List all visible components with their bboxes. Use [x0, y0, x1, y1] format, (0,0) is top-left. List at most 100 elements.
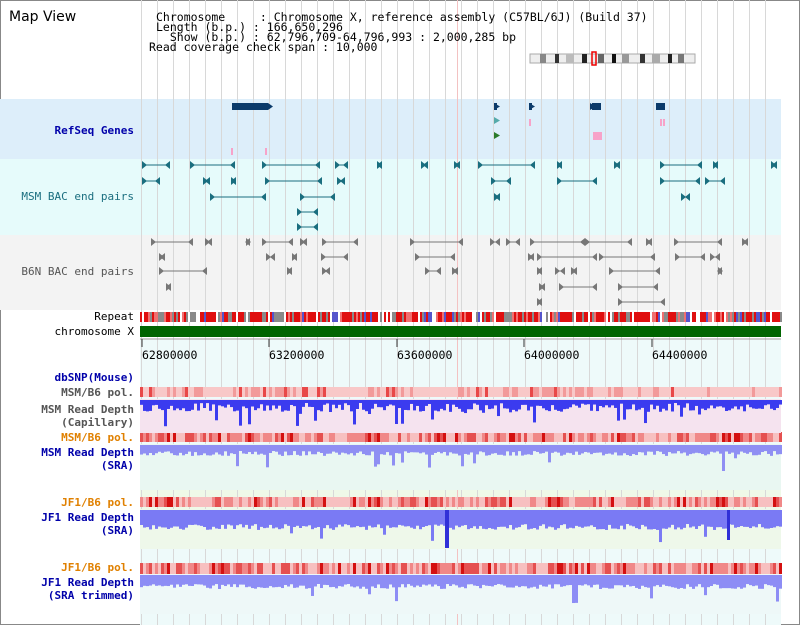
msm-b6-pol-cell — [563, 387, 566, 397]
jf1-b6-pol-cell — [500, 563, 503, 574]
msm-b6-pol-cell — [527, 387, 530, 397]
track-label-msm-depth-capillary[interactable]: MSM Read Depth — [41, 403, 134, 416]
msm-bac-pair-end — [335, 161, 340, 169]
msm-b6-pol-cell — [743, 387, 746, 397]
repeat-segment — [534, 312, 536, 322]
repeat-segment — [728, 312, 730, 322]
jf1-b6-pol-cell — [167, 497, 170, 507]
msm-b6-pol-cell — [713, 432, 716, 442]
jf1-b6-pol-cell — [614, 563, 617, 574]
jf1-depth-sra-bar — [494, 510, 497, 530]
msm-b6-pol-cell — [755, 432, 758, 442]
msm-b6-pol-cell — [605, 387, 608, 397]
track-label-refseq[interactable]: RefSeq Genes — [54, 124, 134, 137]
msm-depth-sra-bar — [230, 445, 233, 454]
repeat-segment — [422, 312, 424, 322]
jf1-b6-pol-cell — [302, 497, 305, 507]
msm-b6-pol-cell — [713, 387, 716, 397]
msm-depth-sra-bar — [665, 445, 668, 456]
jf1-b6-pol-cell — [407, 563, 410, 574]
track-label-dbsnp[interactable]: dbSNP(Mouse) — [54, 371, 134, 384]
repeat-segment — [490, 312, 492, 322]
msm-b6-pol-cell — [647, 387, 650, 397]
jf1-depth-sra-bar — [749, 510, 752, 529]
repeat-segment — [276, 312, 278, 322]
jf1-b6-pol-cell — [719, 497, 722, 507]
msm-depth-sra-bar — [320, 445, 323, 454]
repeat-segment — [240, 312, 242, 322]
jf1-b6-pol-cell — [629, 563, 632, 574]
msm-b6-pol-cell — [170, 387, 173, 397]
msm-depth-capillary-bar — [401, 400, 404, 424]
jf1-depth-trimmed-bar — [365, 575, 368, 589]
jf1-b6-pol-cell — [743, 563, 746, 574]
msm-b6-pol-cell — [530, 432, 533, 442]
track-label-b6n-bac[interactable]: B6N BAC end pairs — [21, 265, 134, 278]
jf1-b6-pol-cell — [491, 563, 494, 574]
jf1-depth-sra-bar — [347, 510, 350, 526]
msm-b6-pol-cell — [440, 432, 443, 442]
jf1-depth-sra-bar — [398, 510, 401, 525]
repeat-segment — [348, 312, 350, 322]
msm-bac-track-band — [0, 159, 781, 235]
jf1-b6-pol-cell — [407, 497, 410, 507]
track-label-jf1-b6-pol-2[interactable]: JF1/B6 pol. — [61, 561, 134, 574]
msm-b6-pol-cell — [704, 387, 707, 397]
msm-depth-capillary-bar — [188, 400, 191, 412]
repeat-segment — [614, 312, 616, 322]
repeat-segment — [414, 312, 416, 322]
jf1-b6-pol-cell — [401, 563, 404, 574]
jf1-b6-pol-cell — [140, 563, 143, 574]
jf1-depth-sra-bar — [356, 510, 359, 527]
msm-b6-pol-cell — [380, 387, 383, 397]
track-label-msm-depth-sra[interactable]: MSM Read Depth — [41, 446, 134, 459]
jf1-depth-trimmed-bar — [317, 575, 320, 585]
repeat-segment — [584, 312, 586, 322]
repeat-segment — [480, 312, 482, 322]
msm-depth-capillary-bar — [278, 400, 281, 406]
msm-depth-capillary-bar — [317, 400, 320, 411]
jf1-depth-sra-bar — [395, 510, 398, 528]
msm-b6-pol-cell — [284, 387, 287, 397]
msm-depth-sra-bar — [695, 445, 698, 453]
b6n-bac-pair-end — [322, 267, 327, 275]
msm-depth-sra-bar — [437, 445, 440, 452]
jf1-depth-sra-bar — [317, 510, 320, 528]
track-label-jf1-depth-trimmed[interactable]: JF1 Read Depth — [41, 576, 134, 589]
jf1-b6-pol-cell — [692, 563, 695, 574]
msm-depth-sra-bar — [146, 445, 149, 456]
msm-depth-capillary-bar — [617, 400, 620, 421]
msm-b6-pol-cell — [608, 432, 611, 442]
msm-depth-capillary-bar — [296, 400, 299, 426]
track-label-msm-b6-pol-2[interactable]: MSM/B6 pol. — [61, 431, 134, 444]
msm-bac-pair-end — [557, 161, 562, 169]
msm-depth-sra-bar — [626, 445, 629, 456]
msm-b6-pol-cell — [518, 387, 521, 397]
jf1-b6-pol-cell — [182, 563, 185, 574]
msm-b6-pol-cell — [329, 432, 332, 442]
jf1-b6-pol-cell — [191, 563, 194, 574]
repeat-segment — [406, 312, 408, 322]
track-label-jf1-b6-pol-1[interactable]: JF1/B6 pol. — [61, 496, 134, 509]
msm-depth-sra-bar — [515, 445, 518, 456]
track-label-repeat[interactable]: Repeat — [94, 310, 134, 323]
ideogram-band — [678, 54, 684, 63]
jf1-b6-pol-cell — [689, 497, 692, 507]
track-label-msm-bac[interactable]: MSM BAC end pairs — [21, 190, 134, 203]
jf1-b6-pol-cell — [410, 563, 413, 574]
msm-depth-capillary-bar — [455, 400, 458, 407]
jf1-b6-pol-cell — [707, 497, 710, 507]
jf1-depth-trimmed-bar — [179, 575, 182, 587]
jf1-b6-pol-cell — [332, 497, 335, 507]
jf1-b6-pol-cell — [479, 563, 482, 574]
track-label-chromosome[interactable]: chromosome X — [54, 325, 134, 338]
jf1-depth-sra-bar — [251, 510, 254, 526]
msm-b6-pol-cell — [371, 387, 374, 397]
track-label-jf1-depth-sra[interactable]: JF1 Read Depth — [41, 511, 134, 524]
jf1-b6-pol-cell — [308, 497, 311, 507]
jf1-b6-pol-cell — [236, 563, 239, 574]
jf1-b6-pol-cell — [752, 563, 755, 574]
track-label-msm-b6-pol-1[interactable]: MSM/B6 pol. — [61, 386, 134, 399]
jf1-depth-trimmed-bar — [206, 575, 209, 588]
repeat-segment — [224, 312, 226, 322]
